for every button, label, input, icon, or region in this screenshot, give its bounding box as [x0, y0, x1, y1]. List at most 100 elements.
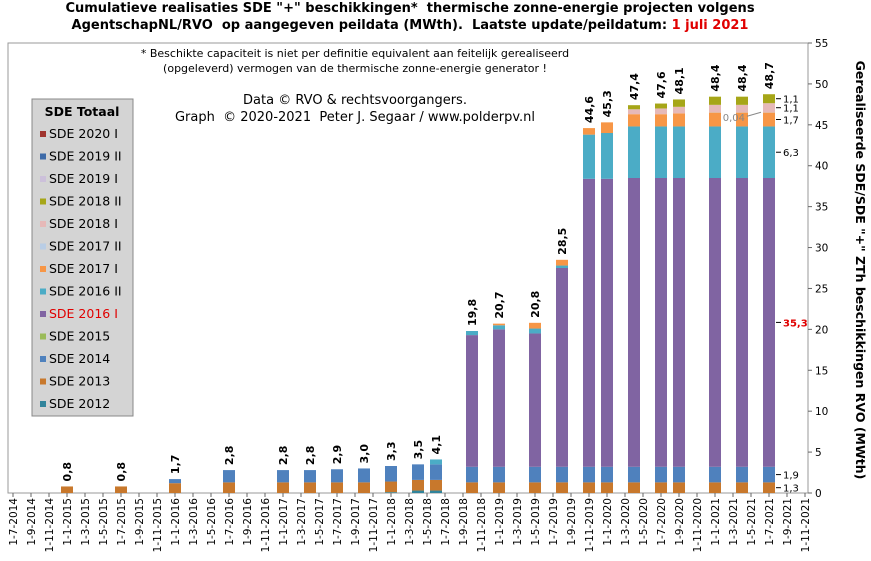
- bar-segment: [673, 466, 685, 483]
- legend-swatch: [40, 266, 46, 272]
- x-tick-label: 1-11-2020: [692, 498, 704, 552]
- x-tick-label: 1-7-2021: [764, 498, 776, 546]
- bar-segment: [169, 479, 181, 484]
- bar-segment: [277, 470, 289, 483]
- y-tick-label: 50: [815, 79, 828, 91]
- bar-segment: [466, 335, 478, 467]
- bar-segment: [736, 466, 748, 483]
- x-tick-label: 1-5-2019: [530, 498, 542, 546]
- bar-segment: [709, 104, 721, 113]
- x-tick-label: 1-3-2018: [404, 498, 416, 546]
- x-tick-label: 1-1-2018: [386, 498, 398, 546]
- legend-swatch: [40, 378, 46, 385]
- y-axis-label: Gerealiseerde SDE/SDE "+" ZTh beschikkin…: [853, 61, 868, 480]
- x-tick-label: 1-7-2020: [656, 498, 668, 546]
- total-label: 48,7: [763, 62, 776, 89]
- bar-segment: [466, 331, 478, 336]
- bar-segment: [709, 482, 721, 493]
- total-label: 28,5: [556, 228, 569, 255]
- bar-segment: [763, 178, 775, 467]
- bar-segment: [412, 490, 424, 493]
- bar-segment: [223, 470, 235, 483]
- total-label: 19,8: [466, 299, 479, 326]
- y-tick-label: 30: [815, 243, 828, 255]
- chart-title: Cumulatieve realisaties SDE "+" beschikk…: [65, 1, 754, 16]
- x-tick-label: 1-7-2017: [332, 498, 344, 546]
- legend-swatch: [40, 153, 46, 160]
- bar-segment: [556, 466, 568, 483]
- legend-swatch: [40, 288, 46, 295]
- bar-segment: [583, 128, 595, 135]
- bar-segment: [673, 482, 685, 493]
- y-tick-label: 45: [815, 120, 828, 132]
- x-tick-label: 1-1-2020: [602, 498, 614, 546]
- legend-swatch: [40, 221, 46, 227]
- credit: Data © RVO & rechtsvoorgangers.: [243, 93, 467, 108]
- total-label: 20,7: [493, 291, 506, 318]
- bar-segment: [655, 103, 667, 109]
- bar-segment: [736, 126, 748, 178]
- bar-segment: [412, 479, 424, 491]
- x-tick-label: 1-9-2019: [566, 498, 578, 546]
- y-tick-label: 10: [815, 406, 828, 418]
- bar-segment: [736, 112, 748, 127]
- bar-segment: [304, 470, 316, 483]
- x-tick-label: 1-1-2017: [278, 498, 290, 546]
- x-tick-label: 1-7-2016: [224, 498, 236, 546]
- legend-label: SDE 2013: [49, 374, 110, 389]
- end-label: 1,3: [783, 484, 799, 495]
- end-label: 1,7: [783, 116, 799, 127]
- bar-segment: [385, 466, 397, 482]
- bar-segment: [556, 265, 568, 268]
- x-tick-label: 1-7-2014: [8, 498, 20, 546]
- bar-segment: [493, 323, 505, 326]
- x-tick-label: 1-3-2016: [188, 498, 200, 546]
- bar-segment: [709, 112, 721, 127]
- bar-segment: [736, 482, 748, 493]
- legend-swatch: [40, 311, 46, 317]
- bar-segment: [709, 466, 721, 483]
- legend-swatch: [40, 356, 46, 362]
- legend-title: SDE Totaal: [45, 104, 120, 119]
- bar-segment: [583, 466, 595, 483]
- legend-label: SDE 2018 II: [49, 194, 122, 209]
- bar-segment: [583, 178, 595, 467]
- bar-segment: [673, 99, 685, 107]
- legend-swatch: [40, 243, 46, 250]
- bar-segment: [655, 126, 667, 178]
- bar-segment: [115, 486, 127, 493]
- bar-segment: [628, 126, 640, 178]
- total-label: 2,8: [277, 446, 290, 466]
- y-tick-label: 55: [815, 38, 828, 50]
- bar-segment: [277, 482, 289, 493]
- bar-segment: [583, 482, 595, 493]
- bar-segment: [493, 325, 505, 330]
- bar-segment: [763, 482, 775, 493]
- legend-label: SDE 2014: [49, 351, 110, 366]
- x-tick-label: 1-7-2019: [548, 498, 560, 546]
- bar-segment: [673, 178, 685, 467]
- bar-segment: [493, 466, 505, 483]
- bar-segment: [61, 486, 73, 493]
- y-tick-label: 20: [815, 324, 828, 336]
- bar-segment: [529, 333, 541, 467]
- total-label: 44,6: [583, 96, 596, 123]
- x-tick-label: 1-11-2017: [368, 498, 380, 552]
- bar-segment: [673, 113, 685, 127]
- note: (opgeleverd) vermogen van de thermische …: [163, 62, 547, 75]
- y-tick-label: 5: [815, 447, 822, 459]
- bar-segment: [763, 466, 775, 483]
- x-tick-label: 1-11-2016: [260, 498, 272, 553]
- bar-segment: [673, 106, 685, 114]
- legend-swatch: [40, 176, 46, 182]
- bar-segment: [529, 328, 541, 334]
- bar-segment: [493, 329, 505, 467]
- x-tick-label: 1-11-2019: [584, 498, 596, 552]
- bar-segment: [430, 459, 442, 465]
- x-tick-label: 1-3-2021: [728, 498, 740, 546]
- bar-segment: [763, 94, 775, 104]
- x-tick-label: 1-5-2020: [638, 498, 650, 546]
- total-label: 48,4: [736, 64, 749, 91]
- bar-segment: [430, 464, 442, 480]
- bar-segment: [169, 483, 181, 493]
